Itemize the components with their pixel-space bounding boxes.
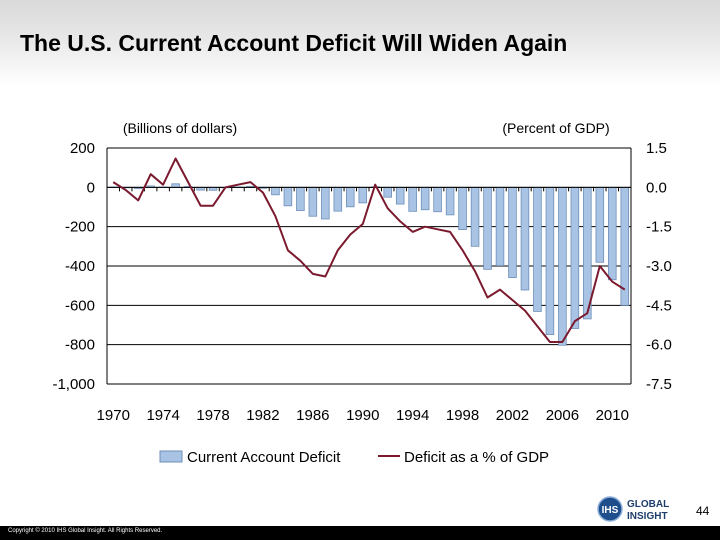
footer-bar bbox=[0, 526, 720, 540]
y2-tick-label: -4.5 bbox=[646, 297, 672, 314]
y-tick-label: -1,000 bbox=[52, 376, 95, 393]
y-tick-label: -600 bbox=[65, 297, 95, 314]
bar bbox=[321, 186, 330, 220]
page-number: 44 bbox=[696, 504, 710, 518]
copyright-text: Copyright © 2010 IHS Global Insight. All… bbox=[8, 528, 163, 534]
y2-tick-label: 0.0 bbox=[646, 179, 667, 196]
y-tick-label: -800 bbox=[65, 337, 95, 354]
bar bbox=[495, 186, 505, 267]
legend-swatch-bar bbox=[159, 450, 183, 463]
y2-tick-label: -3.0 bbox=[646, 258, 672, 275]
bar bbox=[520, 186, 530, 291]
bar bbox=[608, 186, 617, 281]
x-tick-label: 2006 bbox=[546, 407, 579, 424]
bar-series bbox=[108, 183, 630, 346]
bar bbox=[358, 186, 368, 204]
bar bbox=[533, 186, 542, 312]
y-tick-label: 200 bbox=[70, 140, 95, 157]
y2-tick-label: -1.5 bbox=[646, 219, 672, 236]
bar bbox=[296, 186, 305, 211]
bar bbox=[283, 186, 293, 207]
legend-label-bar: Current Account Deficit bbox=[187, 449, 341, 466]
tick-labels: 200 0 -200 -400 -600 -800 -1,000 1.5 0.0 -1.5 -3.0… bbox=[52, 140, 671, 424]
bar bbox=[383, 186, 392, 198]
y2-tick-label: -6.0 bbox=[646, 337, 672, 354]
left-axis-label: (Billions of dollars) bbox=[123, 120, 237, 136]
bar bbox=[346, 186, 355, 208]
gridlines bbox=[107, 147, 631, 385]
x-tick-label: 1990 bbox=[346, 407, 379, 424]
y-tick-label: 0 bbox=[87, 179, 95, 196]
bar bbox=[271, 186, 280, 196]
bar bbox=[171, 183, 180, 188]
right-axis-label: (Percent of GDP) bbox=[502, 120, 609, 136]
bar bbox=[595, 186, 605, 263]
page-title: The U.S. Current Account Deficit Will Wi… bbox=[20, 30, 568, 56]
bar bbox=[445, 186, 455, 216]
y2-tick-label: -7.5 bbox=[646, 376, 672, 393]
bar bbox=[458, 186, 467, 231]
x-tick-label: 1970 bbox=[97, 407, 130, 424]
bar bbox=[558, 186, 567, 346]
line-series bbox=[112, 157, 626, 343]
bar bbox=[470, 186, 480, 247]
gdp-percent-line bbox=[112, 157, 626, 343]
x-tick-label: 1994 bbox=[396, 407, 429, 424]
bar bbox=[308, 186, 318, 217]
x-tick-label: 1982 bbox=[246, 407, 279, 424]
x-tick-label: 1978 bbox=[196, 407, 229, 424]
y2-tick-label: 1.5 bbox=[646, 140, 667, 157]
logo-line-1: GLOBAL bbox=[627, 499, 669, 510]
x-tick-label: 1986 bbox=[296, 407, 329, 424]
bar bbox=[395, 186, 405, 205]
bar bbox=[483, 186, 492, 270]
legend: Current Account Deficit Deficit as a % o… bbox=[159, 449, 549, 466]
y-tick-label: -200 bbox=[65, 219, 95, 236]
logo-initials: IHS bbox=[602, 505, 619, 516]
bar bbox=[433, 186, 442, 213]
title-banner bbox=[0, 0, 720, 86]
bar bbox=[408, 186, 417, 212]
x-tick-label: 2010 bbox=[596, 407, 629, 424]
bar bbox=[508, 186, 517, 279]
bar bbox=[420, 186, 430, 211]
bar bbox=[570, 186, 580, 329]
bar bbox=[545, 186, 555, 336]
legend-label-line: Deficit as a % of GDP bbox=[404, 449, 549, 466]
bar bbox=[333, 186, 343, 212]
x-tick-label: 1998 bbox=[446, 407, 479, 424]
ihs-global-insight-logo: IHS GLOBAL INSIGHT bbox=[597, 496, 669, 522]
y-tick-label: -400 bbox=[65, 258, 95, 275]
logo-line-2: INSIGHT bbox=[627, 511, 668, 522]
axes bbox=[106, 148, 632, 384]
x-tick-label: 2002 bbox=[496, 407, 529, 424]
x-tick-label: 1974 bbox=[146, 407, 179, 424]
